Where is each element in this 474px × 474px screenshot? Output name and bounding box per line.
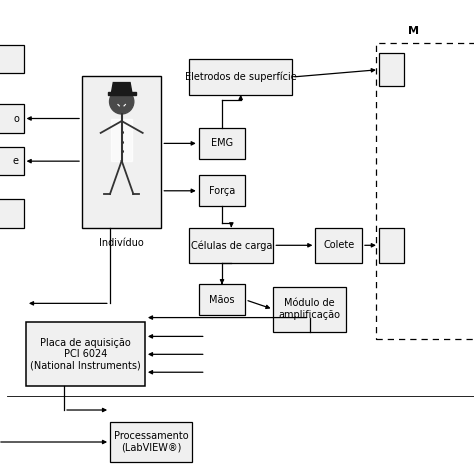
Text: Colete: Colete <box>323 240 354 250</box>
Bar <box>379 53 404 86</box>
Bar <box>0 199 24 228</box>
Bar <box>0 104 24 133</box>
Bar <box>376 43 474 339</box>
Text: Processamento
(LabVIEW®): Processamento (LabVIEW®) <box>114 431 188 453</box>
Polygon shape <box>111 82 132 93</box>
Text: Mãos: Mãos <box>209 295 235 305</box>
Text: Módulo de
amplificação: Módulo de amplificação <box>279 299 340 320</box>
Bar <box>199 284 246 315</box>
Bar <box>189 228 273 263</box>
Text: o: o <box>13 113 19 124</box>
Text: Eletrodos de superfície: Eletrodos de superfície <box>185 72 297 82</box>
Bar <box>189 59 292 95</box>
Bar <box>379 228 404 263</box>
Text: Placa de aquisição
PCI 6024
(National Instruments): Placa de aquisição PCI 6024 (National In… <box>30 337 141 371</box>
Polygon shape <box>111 118 132 161</box>
Text: M: M <box>408 26 419 36</box>
Bar <box>82 76 161 228</box>
Bar <box>0 147 24 175</box>
Text: EMG: EMG <box>211 138 233 148</box>
Bar <box>26 322 145 386</box>
Bar <box>0 45 24 73</box>
Bar <box>199 175 246 206</box>
Bar <box>315 228 362 263</box>
Circle shape <box>109 89 134 114</box>
Text: Células de carga: Células de carga <box>191 240 272 251</box>
Polygon shape <box>108 91 136 95</box>
Text: e: e <box>13 156 19 166</box>
Text: Força: Força <box>209 186 235 196</box>
Bar <box>199 128 246 159</box>
Bar <box>110 422 191 462</box>
Bar <box>273 287 346 332</box>
Text: Indivíduo: Indivíduo <box>99 238 144 248</box>
